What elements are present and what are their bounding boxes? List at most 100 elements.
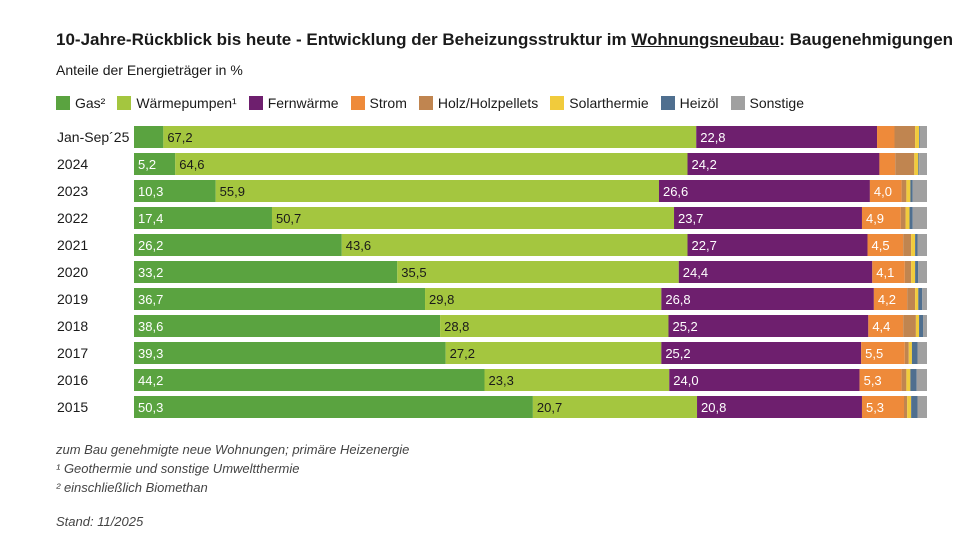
legend-item: Strom	[350, 95, 407, 111]
data-label: 4,2	[878, 292, 896, 307]
data-label: 26,2	[138, 238, 163, 253]
bar-segment	[922, 288, 927, 310]
bar-segment	[915, 288, 919, 310]
bar-segment	[877, 126, 895, 148]
bar-segment	[445, 342, 662, 364]
data-label: 33,2	[138, 265, 163, 280]
legend-swatch	[350, 96, 365, 110]
data-label: 44,2	[138, 373, 163, 388]
bar-segment	[917, 396, 927, 418]
bar-segment	[867, 234, 904, 256]
data-label: 10,3	[138, 184, 163, 199]
stand-date: Stand: 11/2025	[56, 514, 144, 529]
bar-segment	[911, 261, 916, 283]
bar-segment	[904, 396, 908, 418]
data-label: 64,6	[179, 157, 204, 172]
bar-segment	[919, 153, 927, 175]
bar-segment	[697, 396, 862, 418]
bar-segment	[696, 126, 878, 148]
bar-segment	[895, 153, 915, 175]
data-label: 20,8	[701, 400, 726, 415]
bar-segment	[911, 342, 918, 364]
bar-segment	[134, 288, 426, 310]
legend-swatch	[550, 96, 565, 110]
data-label: 26,8	[665, 292, 690, 307]
legend-swatch	[117, 96, 132, 110]
category-label: 2020	[57, 264, 88, 280]
bar-segment	[900, 207, 906, 229]
bar-segment	[911, 396, 918, 418]
legend-item: Sonstige	[730, 95, 804, 111]
bar-segment	[917, 342, 927, 364]
bar-segment	[907, 396, 912, 418]
data-label: 26,6	[663, 184, 688, 199]
bar-segment	[904, 261, 912, 283]
bar-segment	[859, 369, 902, 391]
data-label: 4,0	[874, 184, 892, 199]
legend-item: Holz/Holzpellets	[418, 95, 539, 111]
category-label: 2017	[57, 345, 88, 361]
legend-swatch	[418, 96, 433, 110]
footnote-2: ¹ Geothermie und sonstige Umweltthermie	[56, 461, 300, 476]
data-label: 5,3	[866, 400, 884, 415]
category-label: 2023	[57, 183, 88, 199]
chart-subtitle: Anteile der Energieträger in %	[56, 62, 243, 78]
bar-segment	[917, 234, 927, 256]
legend-label: Fernwärme	[267, 95, 339, 111]
legend-swatch	[56, 96, 70, 110]
bar-segment	[134, 234, 342, 256]
bar-segment	[915, 126, 920, 148]
bar-segment	[861, 396, 904, 418]
data-label: 22,8	[700, 130, 725, 145]
legend-item: Wärmepumpen¹	[117, 95, 237, 111]
bar-segment	[918, 288, 923, 310]
footnote-1: zum Bau genehmigte neue Wohnungen; primä…	[56, 442, 410, 457]
bar-segment	[134, 342, 446, 364]
bar-segment	[678, 261, 873, 283]
bar-segment	[906, 369, 911, 391]
bar-segment	[661, 288, 874, 310]
data-label: 36,7	[138, 292, 163, 307]
legend-swatch	[730, 96, 745, 110]
legend-label: Holz/Holzpellets	[437, 95, 539, 111]
bar-segment	[919, 126, 927, 148]
legend-label: Gas²	[75, 95, 106, 111]
bar-segment	[915, 315, 920, 337]
category-label: 2019	[57, 291, 88, 307]
bar-segment	[911, 234, 916, 256]
bar-segment	[912, 180, 927, 202]
data-label: 55,9	[220, 184, 245, 199]
data-label: 23,3	[489, 373, 514, 388]
bar-segment	[215, 180, 659, 202]
legend-swatch	[248, 96, 263, 110]
bar-segment	[904, 342, 909, 364]
data-label: 4,1	[876, 265, 894, 280]
bar-segment	[661, 342, 862, 364]
bar-segment	[861, 207, 901, 229]
bar-segment	[916, 369, 927, 391]
data-label: 24,0	[673, 373, 698, 388]
bar-segment	[903, 315, 916, 337]
data-label: 5,5	[865, 346, 883, 361]
data-label: 50,3	[138, 400, 163, 415]
bar-segment	[873, 288, 908, 310]
bar-segment	[341, 234, 688, 256]
data-label: 50,7	[276, 211, 301, 226]
bar-segment	[134, 126, 164, 148]
bar-segment	[903, 234, 912, 256]
category-label: 2021	[57, 237, 88, 253]
bar-segment	[532, 396, 698, 418]
data-label: 5,3	[864, 373, 882, 388]
bar-segment	[134, 207, 272, 229]
bar-segment	[687, 234, 868, 256]
legend-label: Solarthermie	[569, 95, 649, 111]
bar-segment	[923, 315, 927, 337]
category-label: 2022	[57, 210, 88, 226]
bar-segment	[910, 180, 913, 202]
legend: Gas² Wärmepumpen¹ Fernwärme Strom Holz/Holzp…	[56, 93, 816, 113]
bar-segment	[919, 315, 924, 337]
title-underlined: Wohnungsneubau	[631, 30, 780, 49]
bar-segment	[484, 369, 670, 391]
data-label: 4,4	[872, 319, 890, 334]
bar-segment	[919, 126, 920, 148]
